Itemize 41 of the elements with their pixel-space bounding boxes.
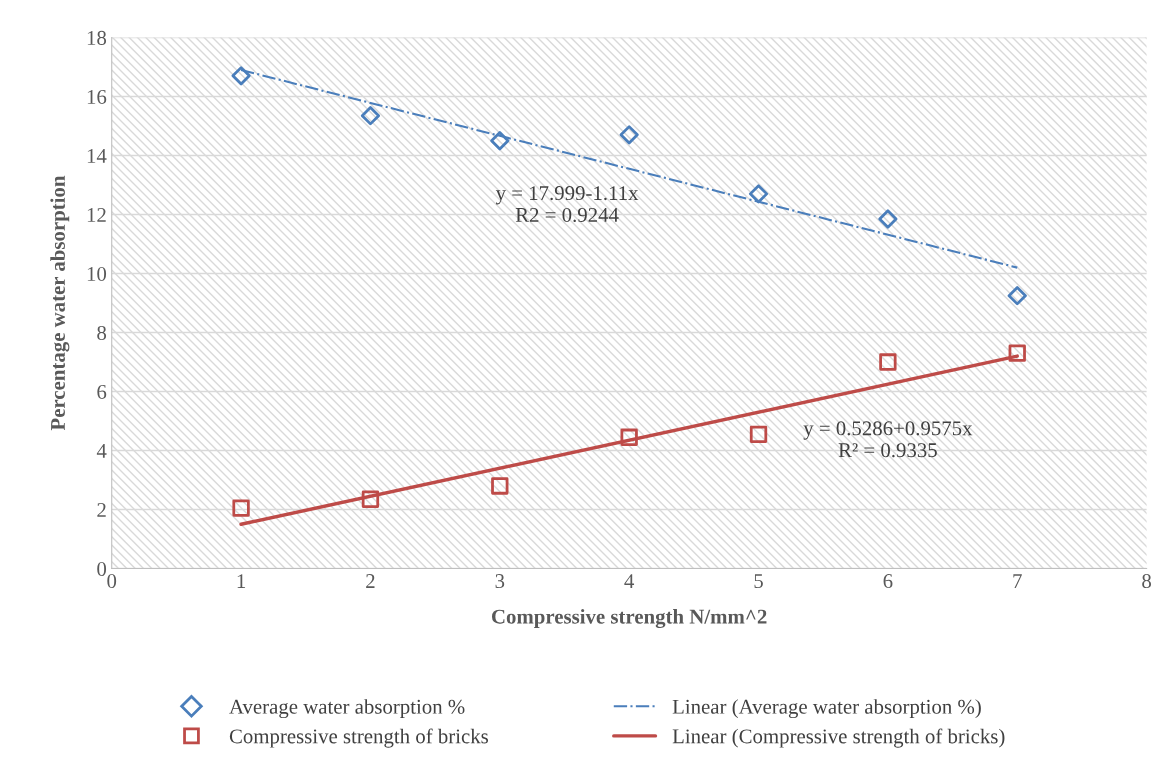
point: [749, 425, 768, 443]
x-tick-label: 0: [107, 574, 117, 589]
x-tick-label: 3: [495, 574, 505, 589]
y-axis-title: Percentage water absorption: [50, 175, 70, 431]
x-tick-label: 7: [1013, 574, 1022, 588]
y-tick-label: 18: [87, 30, 107, 45]
y-tick-label: 14: [87, 148, 107, 163]
point: [360, 106, 381, 126]
point: [619, 125, 639, 145]
x-tick-label: 5: [754, 574, 763, 589]
x-tick-label: 1: [237, 574, 246, 588]
y-tick-label: 12: [87, 207, 106, 222]
point: [361, 490, 380, 508]
y-tick-label: 16: [87, 89, 107, 104]
annotation: y = 0.5286+0.9575x R² = 0.9335: [803, 421, 973, 458]
y-tick-label: 6: [97, 384, 107, 399]
point: [878, 209, 898, 229]
y-tick-label: 2: [97, 502, 106, 517]
x-tick-label: 6: [883, 574, 893, 589]
y-tick-label: 10: [87, 266, 107, 281]
legend-label: Linear (Compressive strength of bricks): [672, 728, 1005, 748]
point: [491, 477, 509, 495]
point: [232, 499, 250, 517]
point: [231, 66, 251, 86]
y-tick-label: 0: [97, 561, 107, 576]
x-tick-label: 4: [624, 574, 635, 588]
legend-label: Compressive strength of bricks: [229, 728, 489, 748]
y-tick-label: 4: [96, 444, 107, 458]
point: [1007, 286, 1027, 306]
x-axis-title: Compressive strength N/mm^2: [491, 608, 767, 629]
legend-label: Average water absorption %: [229, 699, 465, 719]
point: [620, 428, 638, 446]
y-tick-label: 8: [97, 325, 107, 340]
point: [490, 131, 510, 151]
x-tick-label: 8: [1142, 574, 1152, 589]
point: [748, 184, 769, 204]
point: [1008, 344, 1026, 362]
legend-label: Linear (Average water absorption %): [672, 699, 981, 719]
annotation: y = 17.999-1.11x R2 = 0.9244: [495, 186, 639, 223]
point: [879, 353, 897, 371]
x-tick-label: 2: [366, 574, 375, 588]
